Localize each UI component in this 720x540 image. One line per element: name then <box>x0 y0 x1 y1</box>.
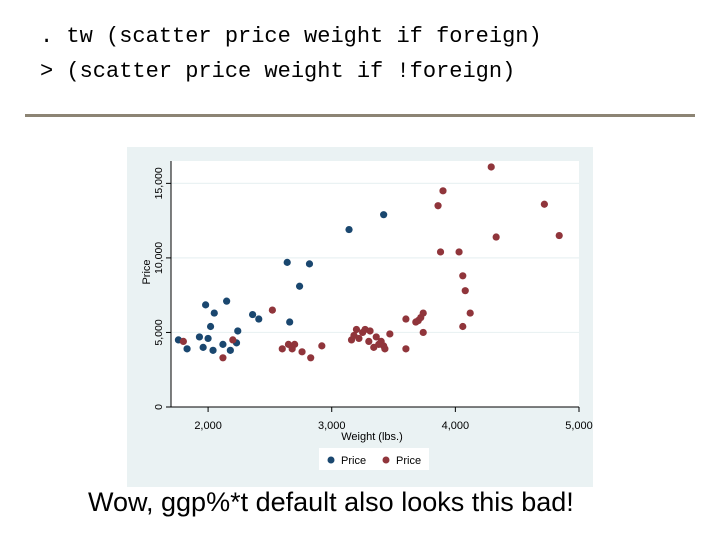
y-axis-title: Price <box>141 259 153 284</box>
data-point-domestic <box>492 233 500 241</box>
data-point-foreign <box>204 334 212 343</box>
x-tick-label: 3,000 <box>318 420 346 432</box>
data-point-domestic <box>459 272 467 280</box>
data-point-foreign <box>209 346 217 354</box>
plot-region <box>171 161 579 407</box>
y-tick-label: 5,000 <box>153 319 165 345</box>
data-point-domestic <box>278 345 286 353</box>
data-point-domestic <box>318 342 326 350</box>
data-points <box>174 163 563 362</box>
data-point-domestic <box>307 354 315 362</box>
data-point-domestic <box>365 337 373 345</box>
data-point-domestic <box>540 200 548 208</box>
data-point-foreign <box>255 315 263 323</box>
data-point-foreign <box>219 340 227 348</box>
y-tick-label: 0 <box>153 404 165 410</box>
data-point-foreign <box>345 225 353 234</box>
data-point-foreign <box>286 318 294 326</box>
data-point-foreign <box>210 309 218 317</box>
data-point-domestic <box>381 345 389 353</box>
x-tick-label: 4,000 <box>442 420 470 432</box>
command-line-1: . tw (scatter price weight if foreign) <box>40 24 542 49</box>
data-point-domestic <box>455 248 463 256</box>
legend-box <box>319 448 429 470</box>
x-axis-title: Weight (lbs.) <box>341 431 403 443</box>
data-point-domestic <box>229 336 237 344</box>
data-point-foreign <box>226 346 234 354</box>
data-point-domestic <box>355 334 363 343</box>
data-point-domestic <box>179 337 187 345</box>
data-point-domestic <box>466 309 474 317</box>
x-tick-label: 2,000 <box>194 420 222 432</box>
data-point-domestic <box>487 163 495 171</box>
y-tick-label: 15,000 <box>153 167 165 199</box>
data-point-foreign <box>249 310 257 319</box>
data-point-domestic <box>298 348 306 356</box>
data-point-domestic <box>402 345 410 353</box>
divider-line <box>25 114 695 117</box>
data-point-domestic <box>352 325 361 334</box>
data-point-domestic <box>402 315 410 323</box>
data-point-foreign <box>206 322 215 331</box>
data-point-domestic <box>291 340 299 348</box>
data-point-foreign <box>295 282 304 290</box>
legend-label-foreign: Price <box>341 455 366 467</box>
caption: Wow, ggp%*t default also looks this bad! <box>88 487 574 517</box>
data-point-domestic <box>372 333 380 341</box>
data-point-domestic <box>386 330 394 338</box>
data-point-domestic <box>419 309 427 317</box>
x-tick-label: 5,000 <box>565 420 593 432</box>
scatter-chart: 0 5,000 10,000 15,000 2,000 3,000 4,000 5,000 P… <box>127 147 593 487</box>
data-point-domestic <box>419 328 427 337</box>
data-point-domestic <box>555 231 563 240</box>
command-line-2: > (scatter price weight if !foreign) <box>40 59 516 84</box>
data-point-domestic <box>219 354 227 362</box>
data-point-foreign <box>202 301 210 309</box>
data-point-foreign <box>305 260 314 268</box>
legend-marker-domestic <box>382 456 390 464</box>
legend-marker-foreign <box>327 456 335 464</box>
data-point-foreign <box>199 343 207 351</box>
data-point-domestic <box>268 306 276 314</box>
data-point-domestic <box>436 248 445 256</box>
data-point-domestic <box>366 327 374 335</box>
y-tick-label: 10,000 <box>153 242 165 274</box>
data-point-foreign <box>195 333 204 341</box>
legend-label-domestic: Price <box>396 455 421 467</box>
data-point-foreign <box>234 327 242 335</box>
data-point-foreign <box>380 211 388 219</box>
data-point-domestic <box>461 287 469 295</box>
data-point-foreign <box>283 258 291 266</box>
data-point-foreign <box>223 297 231 305</box>
data-point-domestic <box>439 187 447 195</box>
data-point-domestic <box>459 322 467 331</box>
axis-ticks: 0 5,000 10,000 15,000 2,000 3,000 4,000 5,000 <box>153 167 593 432</box>
data-point-domestic <box>434 202 442 210</box>
data-point-foreign <box>183 345 191 353</box>
